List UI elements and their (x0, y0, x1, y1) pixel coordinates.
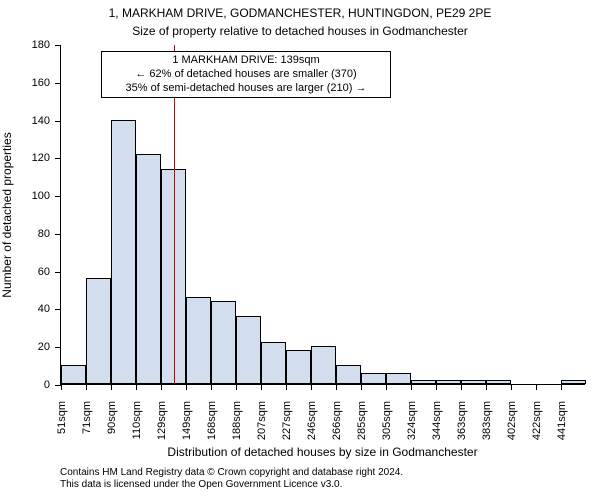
histogram-bar (336, 365, 361, 384)
x-tick (161, 384, 162, 390)
x-tick (361, 384, 362, 390)
y-tick (55, 234, 61, 235)
y-tick (55, 45, 61, 46)
y-tick-label: 100 (0, 190, 50, 202)
annotation-line: 35% of semi-detached houses are larger (… (108, 82, 384, 96)
figure: 1, MARKHAM DRIVE, GODMANCHESTER, HUNTING… (0, 0, 600, 500)
footnote-line: This data is licensed under the Open Gov… (60, 479, 403, 491)
histogram-bar (436, 380, 461, 384)
histogram-bar (411, 380, 436, 384)
x-tick-label: 188sqm (231, 401, 243, 451)
x-tick-label: 363sqm (456, 401, 468, 451)
x-tick-label: 441sqm (556, 401, 568, 451)
histogram-bar (211, 301, 236, 384)
y-tick (55, 83, 61, 84)
x-tick (186, 384, 187, 390)
x-tick (561, 384, 562, 390)
y-tick-label: 40 (0, 303, 50, 315)
x-tick-label: 402sqm (506, 401, 518, 451)
x-tick (311, 384, 312, 390)
x-tick (261, 384, 262, 390)
x-tick-label: 207sqm (256, 401, 268, 451)
x-tick (286, 384, 287, 390)
histogram-bar (461, 380, 486, 384)
x-tick (86, 384, 87, 390)
x-tick (336, 384, 337, 390)
y-tick (55, 347, 61, 348)
histogram-bar (286, 350, 311, 384)
y-tick-label: 0 (0, 379, 50, 391)
histogram-bar (186, 297, 211, 384)
x-tick-label: 110sqm (131, 401, 143, 451)
histogram-bar (136, 154, 161, 384)
x-tick (111, 384, 112, 390)
x-tick-label: 90sqm (106, 401, 118, 451)
y-tick-label: 120 (0, 152, 50, 164)
title-main: 1, MARKHAM DRIVE, GODMANCHESTER, HUNTING… (0, 6, 600, 20)
x-tick (511, 384, 512, 390)
y-tick-label: 160 (0, 77, 50, 89)
x-tick (61, 384, 62, 390)
histogram-bar (386, 373, 411, 384)
histogram-bar (236, 316, 261, 384)
x-tick-label: 422sqm (531, 401, 543, 451)
annotation-line: 1 MARKHAM DRIVE: 139sqm (108, 54, 384, 68)
y-tick (55, 121, 61, 122)
histogram-bar (561, 380, 586, 384)
histogram-bar (61, 365, 86, 384)
y-tick-label: 180 (0, 39, 50, 51)
x-tick-label: 344sqm (431, 401, 443, 451)
x-tick-label: 285sqm (356, 401, 368, 451)
x-tick-label: 383sqm (481, 401, 493, 451)
x-tick (211, 384, 212, 390)
y-tick-label: 80 (0, 228, 50, 240)
histogram-bar (311, 346, 336, 384)
x-tick (436, 384, 437, 390)
x-tick-label: 227sqm (281, 401, 293, 451)
histogram-bar (86, 278, 111, 384)
histogram-bar (486, 380, 511, 384)
title-sub: Size of property relative to detached ho… (0, 24, 600, 38)
y-tick-label: 20 (0, 341, 50, 353)
y-tick (55, 272, 61, 273)
x-tick (136, 384, 137, 390)
x-tick (386, 384, 387, 390)
x-tick-label: 149sqm (181, 401, 193, 451)
x-tick-label: 246sqm (306, 401, 318, 451)
histogram-bar (361, 373, 386, 384)
x-tick (536, 384, 537, 390)
y-tick (55, 309, 61, 310)
x-tick-label: 71sqm (81, 401, 93, 451)
histogram-bar (111, 120, 136, 384)
x-tick-label: 324sqm (406, 401, 418, 451)
x-tick (461, 384, 462, 390)
y-tick (55, 196, 61, 197)
y-tick-label: 140 (0, 115, 50, 127)
y-tick (55, 158, 61, 159)
x-tick (236, 384, 237, 390)
footnote: Contains HM Land Registry data © Crown c… (60, 467, 403, 491)
x-tick (486, 384, 487, 390)
annotation-line: ← 62% of detached houses are smaller (37… (108, 68, 384, 82)
x-tick-label: 129sqm (156, 401, 168, 451)
x-tick-label: 51sqm (56, 401, 68, 451)
x-tick-label: 266sqm (331, 401, 343, 451)
y-tick-label: 60 (0, 266, 50, 278)
x-tick-label: 168sqm (206, 401, 218, 451)
x-tick (411, 384, 412, 390)
x-tick-label: 305sqm (381, 401, 393, 451)
histogram-bar (261, 342, 286, 384)
plot-area: 1 MARKHAM DRIVE: 139sqm ← 62% of detache… (60, 45, 585, 385)
annotation-box: 1 MARKHAM DRIVE: 139sqm ← 62% of detache… (101, 51, 391, 98)
footnote-line: Contains HM Land Registry data © Crown c… (60, 467, 403, 479)
